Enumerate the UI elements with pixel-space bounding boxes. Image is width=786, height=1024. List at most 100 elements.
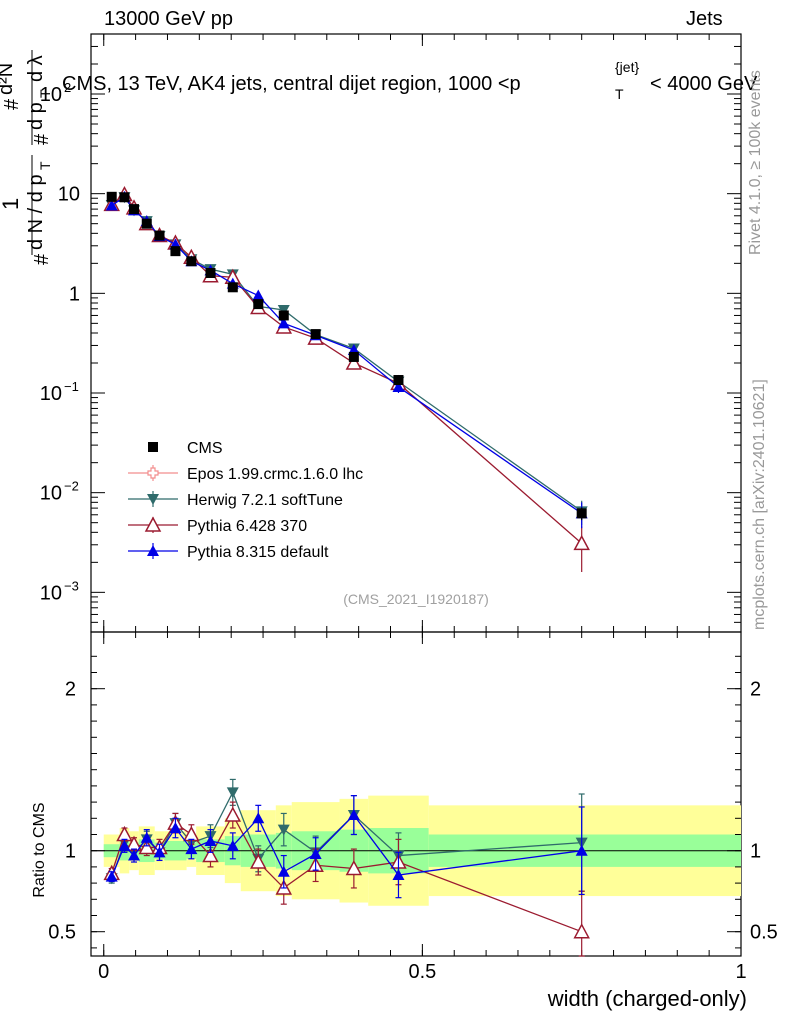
data-point-cms-0 [393,375,404,386]
data-point-cms-0 [119,192,130,203]
data-point-cms-0 [576,508,587,519]
main-plot-frame [90,33,742,633]
data-point-cms-0 [227,282,238,293]
legend-marker-epos-1 [147,467,159,479]
svg-text:d p: d p [25,102,47,130]
data-point-cms-0 [310,329,321,340]
svg-text:#: # [1,98,23,110]
y-tick-exp: −1 [64,379,79,394]
data-point-pythia-3 [345,354,363,370]
ratio-point-pythia-3 [345,859,363,876]
title-sub: T [615,86,624,102]
ratio-point-pythia-4 [309,847,322,859]
mcplots-label: mcplots.cern.ch [arXiv:2401.10621] [751,379,768,630]
svg-text:T: T [37,89,53,98]
ratio-point-pythia-3 [138,838,156,855]
data-point-cms-0 [186,256,197,267]
main-series [103,185,590,572]
ratio-point-pythia-4 [118,839,131,851]
svg-text:1: 1 [0,198,23,210]
rivet-label: Rivet 4.1.0, ≥ 100k events [747,70,764,255]
svg-text:T: T [37,161,53,170]
x-tick-label: 0 [98,961,109,983]
ratio-point-pythia-4 [105,870,118,882]
ratio-point-pythia-4 [140,831,153,843]
ratio-point-pythia-3 [224,806,242,822]
legend: CMS Epos 1.99.crmc.1.6.0 lhc Herwig 7.2.1 … [128,440,363,561]
data-point-pythia-3 [573,534,590,551]
svg-text:#: # [31,133,53,145]
ratio-point-pythia-3 [250,853,267,869]
data-point-cms-0 [129,204,140,215]
x-tick-label: 1 [735,961,746,983]
y-tick-label-main: 10 [40,582,62,604]
ratio-point-pythia-4 [392,869,405,880]
ratio-point-pythia-4 [347,809,360,821]
svg-text:d²N: d²N [0,63,17,95]
svg-text:d λ: d λ [25,55,47,82]
data-point-cms-0 [170,246,181,257]
legend-marker-herwig-2 [147,494,159,505]
title-sup: {jet} [615,59,639,75]
y-tick-label-main: 1 [69,283,80,305]
data-point-cms-0 [205,267,216,278]
y-tick-label-ratio-right: 0.5 [750,922,778,944]
legend-label-cms-0: CMS [187,440,223,457]
ratio-point-pythia-4 [128,849,141,861]
y-tick-label-main: 10 [40,383,62,405]
ratio-point-pythia-4 [277,865,290,877]
data-point-cms-0 [154,230,165,241]
ratio-point-herwig-2 [226,787,239,799]
data-point-pythia-4 [277,317,290,329]
y-tick-label-ratio-right: 1 [750,841,761,863]
y-tick-exp: 2 [64,80,71,95]
header-left: 13000 GeV pp [104,8,233,30]
ratio-point-herwig-2 [277,824,290,836]
ratio-plot-frame [90,631,742,957]
legend-label-epos-1: Epos 1.99.crmc.1.6.0 lhc [187,466,363,483]
ratio-point-pythia-4 [204,834,217,846]
y-tick-label-main: 10 [58,184,80,206]
x-axis-label: width (charged-only) [547,986,747,1011]
legend-label-pythia-4: Pythia 8.315 default [187,544,329,561]
y-tick-label-ratio: 0.5 [48,922,76,944]
data-point-cms-0 [253,299,264,310]
analysis-tag: (CMS_2021_I1920187) [343,591,489,607]
ratio-point-pythia-3 [202,846,219,863]
ratio-series [103,778,590,957]
title-end: < 4000 GeV [650,73,758,95]
header-right: Jets [686,8,723,30]
ratio-point-pythia-4 [252,812,265,824]
svg-text:#: # [31,253,53,265]
data-point-pythia-4 [105,199,118,211]
legend-marker-pythia-3 [144,516,162,532]
ratio-point-pythia-4 [153,846,166,858]
y-tick-label-ratio-right: 2 [750,679,761,701]
data-point-cms-0 [348,351,359,362]
y-tick-exp: −3 [64,578,79,593]
legend-marker-pythia-4 [147,545,159,556]
data-point-cms-0 [141,218,152,229]
y-tick-label-main: 10 [40,84,62,106]
data-point-pythia-4 [252,289,265,301]
data-point-cms-0 [278,310,289,321]
y-tick-label-ratio: 2 [65,679,76,701]
y-tick-exp: −2 [64,479,79,494]
y-tick-label-main: 10 [40,483,62,505]
svg-text:d N / d p: d N / d p [25,174,47,250]
y-axis-label-main: # d N / d p T 1 # d p T d λ # d²N [0,50,53,265]
ratio-point-pythia-4 [169,822,182,834]
data-point-pythia-4 [392,380,405,392]
legend-label-herwig-2: Herwig 7.2.1 softTune [187,492,343,509]
x-tick-label: 0.5 [408,961,436,983]
y-tick-label-ratio: 1 [65,841,76,863]
ratio-point-pythia-4 [226,839,239,851]
chart-title: CMS, 13 TeV, AK4 jets, central dijet reg… [62,59,758,102]
data-point-cms-0 [106,191,117,202]
legend-marker-cms-0 [148,442,158,452]
ratio-point-pythia-4 [575,844,588,856]
ratio-point-pythia-3 [573,923,590,939]
ratio-point-pythia-4 [185,843,198,855]
